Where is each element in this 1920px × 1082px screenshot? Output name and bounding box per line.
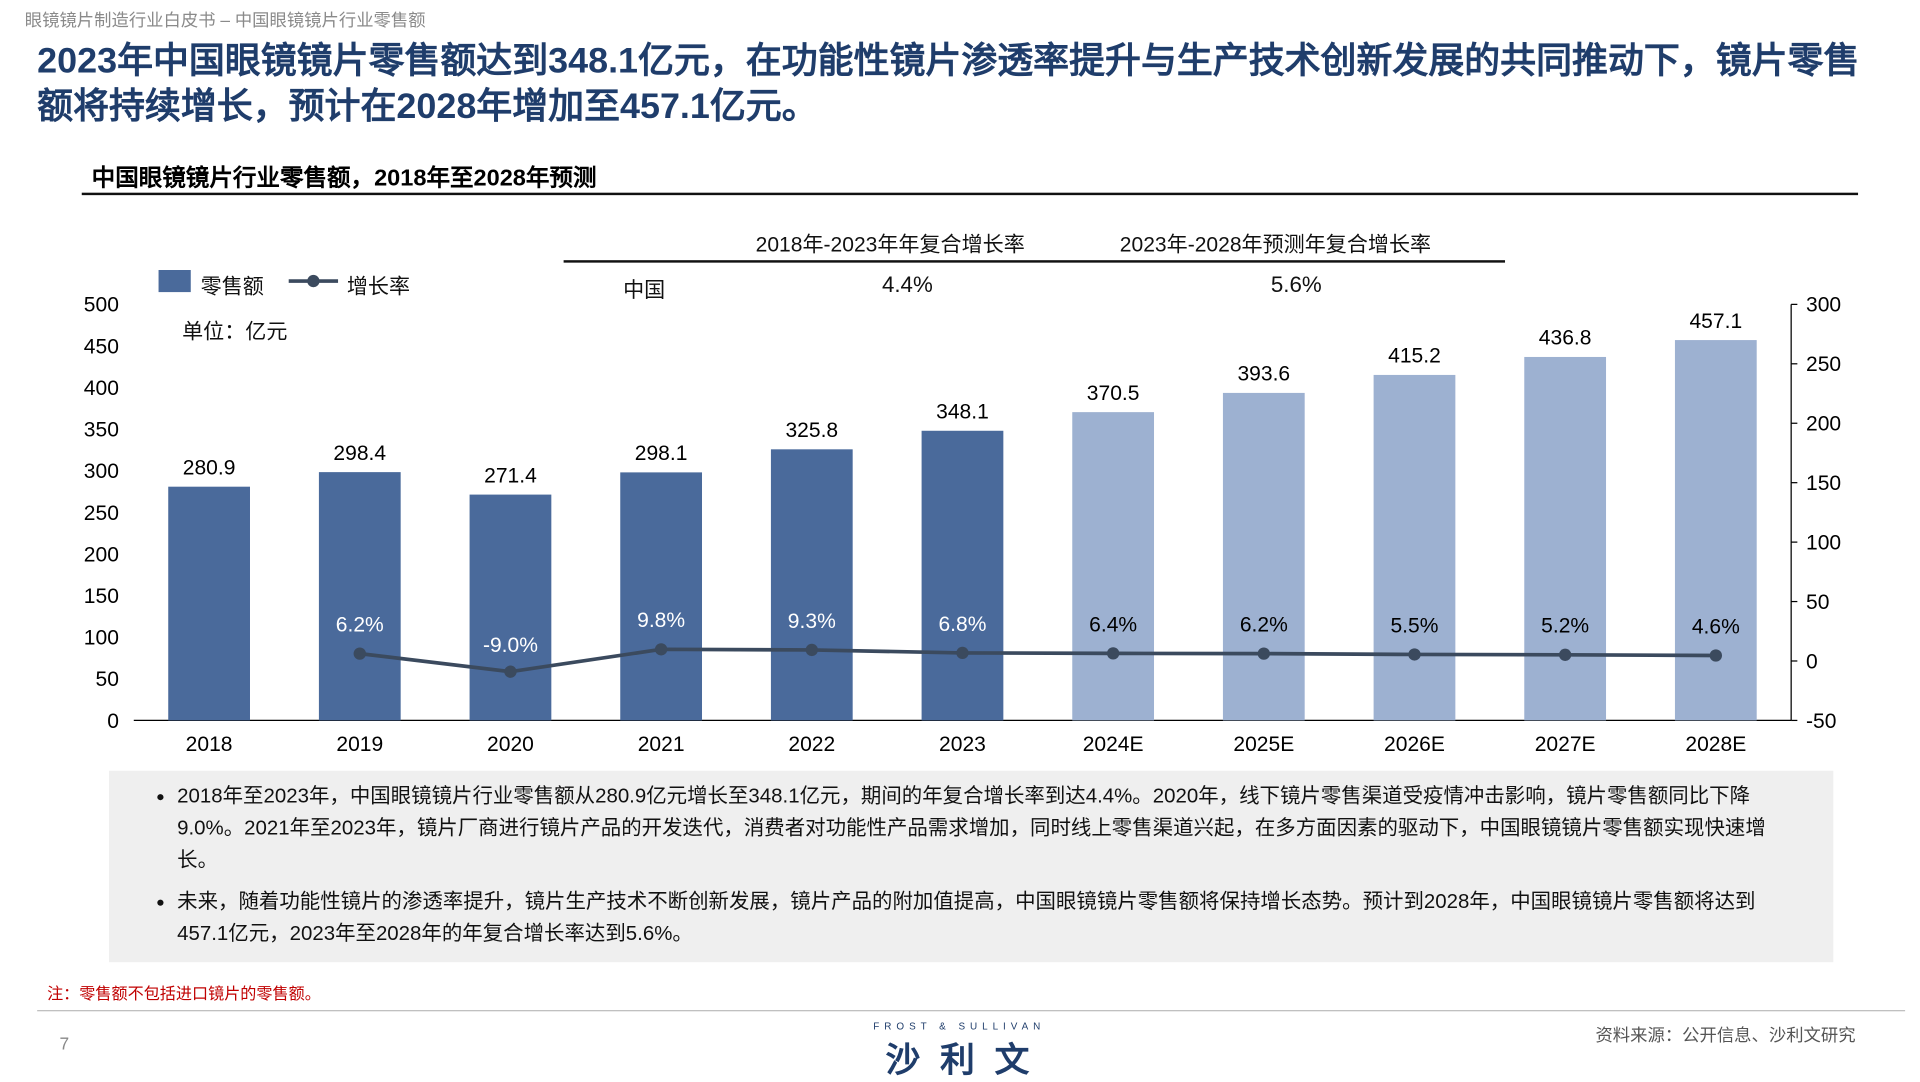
bar-value-label: 436.8 xyxy=(1539,327,1592,350)
growth-point xyxy=(805,643,818,657)
growth-label: 6.4% xyxy=(1089,613,1137,636)
category-label: 2028E xyxy=(1685,733,1746,756)
bar-2024E xyxy=(1072,412,1155,721)
growth-label: 5.5% xyxy=(1390,614,1438,637)
category-label: 2021 xyxy=(638,733,685,756)
right-tick-label: 100 xyxy=(1806,532,1841,555)
bar-2019 xyxy=(318,472,401,721)
left-tick-label: 450 xyxy=(84,335,119,358)
left-tick-label: 200 xyxy=(84,543,119,566)
bar-value-label: 415.2 xyxy=(1388,345,1441,368)
source: 资料来源：公开信息、沙利文研究 xyxy=(1595,1024,1856,1045)
right-tick-label: 50 xyxy=(1806,591,1829,614)
bar-value-label: 370.5 xyxy=(1087,382,1140,405)
bar-2022 xyxy=(770,449,853,721)
growth-label: 6.2% xyxy=(1240,614,1288,637)
bar-2020 xyxy=(469,494,552,721)
growth-point xyxy=(504,665,517,678)
bar-value-label: 298.1 xyxy=(635,442,688,465)
bar-value-label: 348.1 xyxy=(936,401,989,424)
cagr-row-label: 中国 xyxy=(623,278,666,302)
bar-2023 xyxy=(921,430,1004,721)
bar-2028E xyxy=(1674,340,1757,721)
growth-point xyxy=(1106,647,1120,660)
legend-bar-label: 零售额 xyxy=(200,274,264,299)
right-tick-label: 0 xyxy=(1806,650,1818,673)
bar-2026E xyxy=(1373,374,1456,721)
growth-label: 9.3% xyxy=(788,610,836,633)
cagr-value-2: 5.6% xyxy=(1270,272,1322,298)
category-label: 2020 xyxy=(487,733,534,756)
category-label: 2023 xyxy=(939,733,986,756)
footnote: 注：零售额不包括进口镜片的零售额。 xyxy=(47,984,321,1003)
bar-value-label: 298.4 xyxy=(333,442,386,465)
growth-label: 9.8% xyxy=(637,609,685,632)
left-tick-label: 100 xyxy=(84,627,119,650)
right-tick-label: 150 xyxy=(1806,472,1841,495)
right-tick-label: 250 xyxy=(1806,353,1841,376)
growth-line xyxy=(359,647,1716,674)
unit-label: 单位：亿元 xyxy=(182,320,288,344)
right-tick-label: 300 xyxy=(1806,294,1841,317)
cagr-header-2: 2023年-2028年预测年复合增长率 xyxy=(1119,233,1432,257)
category-label: 2026E xyxy=(1384,733,1445,756)
growth-point xyxy=(1709,649,1723,662)
left-tick-label: 50 xyxy=(95,668,118,691)
growth-label: 6.8% xyxy=(938,613,986,636)
bar-value-label: 457.1 xyxy=(1689,310,1742,333)
left-tick-label: 300 xyxy=(84,460,119,483)
growth-label: 5.2% xyxy=(1541,615,1589,638)
bar-2018 xyxy=(168,486,250,721)
left-tick-label: 500 xyxy=(84,294,119,317)
growth-point xyxy=(956,646,969,660)
left-tick-label: 400 xyxy=(84,377,119,400)
summary-box: 2018年至2023年，中国眼镜镜片行业零售额从280.9亿元增长至348.1亿… xyxy=(109,770,1834,963)
legend-bar-swatch xyxy=(158,270,191,293)
growth-point xyxy=(353,647,366,660)
logo-en: FROST & SULLIVAN xyxy=(873,1021,1046,1033)
bar-value-label: 280.9 xyxy=(183,456,236,479)
left-tick-label: 150 xyxy=(84,585,119,608)
growth-point xyxy=(1257,647,1271,660)
chart-title: 中国眼镜镜片行业零售额，2018年至2028年预测 xyxy=(91,165,597,192)
category-label: 2019 xyxy=(336,733,383,756)
bar-value-label: 271.4 xyxy=(484,464,537,487)
left-tick-label: 250 xyxy=(84,502,119,525)
right-tick-label: 200 xyxy=(1806,413,1841,436)
growth-label: 6.2% xyxy=(336,614,384,637)
right-tick-label: -50 xyxy=(1806,710,1836,733)
growth-label: -9.0% xyxy=(483,634,538,657)
bar-value-label: 325.8 xyxy=(785,419,838,442)
category-label: 2018 xyxy=(186,733,233,756)
cagr-divider xyxy=(563,260,1506,263)
legend-line-label: 增长率 xyxy=(346,274,411,299)
logo-cn: 沙利文 xyxy=(885,1040,1050,1079)
growth-label: 4.6% xyxy=(1692,616,1740,639)
bullet-1: 2018年至2023年，中国眼镜镜片行业零售额从280.9亿元增长至348.1亿… xyxy=(177,781,1796,877)
title-divider xyxy=(81,192,1859,196)
headline: 2023年中国眼镜镜片零售额达到348.1亿元，在功能性镜片渗透率提升与生产技术… xyxy=(37,41,1860,127)
bar-value-label: 393.6 xyxy=(1237,363,1290,386)
cagr-header-1: 2018年-2023年年复合增长率 xyxy=(755,233,1025,257)
category-label: 2027E xyxy=(1535,733,1596,756)
left-tick-label: 0 xyxy=(107,710,119,733)
growth-point xyxy=(654,643,668,656)
left-tick-label: 350 xyxy=(84,419,119,442)
bar-2025E xyxy=(1222,392,1305,721)
bullet-2: 未来，随着功能性镜片的渗透率提升，镜片生产技术不断创新发展，镜片产品的附加值提高… xyxy=(177,886,1796,950)
footer-divider xyxy=(37,1010,1906,1012)
category-label: 2025E xyxy=(1233,733,1294,756)
category-label: 2024E xyxy=(1083,733,1144,756)
page-number: 7 xyxy=(59,1033,70,1054)
bar-2021 xyxy=(620,472,703,721)
bar-2027E xyxy=(1524,356,1607,721)
cagr-value-1: 4.4% xyxy=(881,272,933,298)
growth-point xyxy=(1558,648,1572,661)
breadcrumb: 眼镜镜片制造行业白皮书 – 中国眼镜镜片行业零售额 xyxy=(24,9,426,30)
growth-point xyxy=(1408,648,1421,661)
legend-line-swatch xyxy=(288,274,339,288)
chart-svg: 0 50 100 150 200 250 300 350 400 450 500 -50 0 50 100 1… xyxy=(84,294,1841,756)
category-label: 2022 xyxy=(788,733,835,756)
